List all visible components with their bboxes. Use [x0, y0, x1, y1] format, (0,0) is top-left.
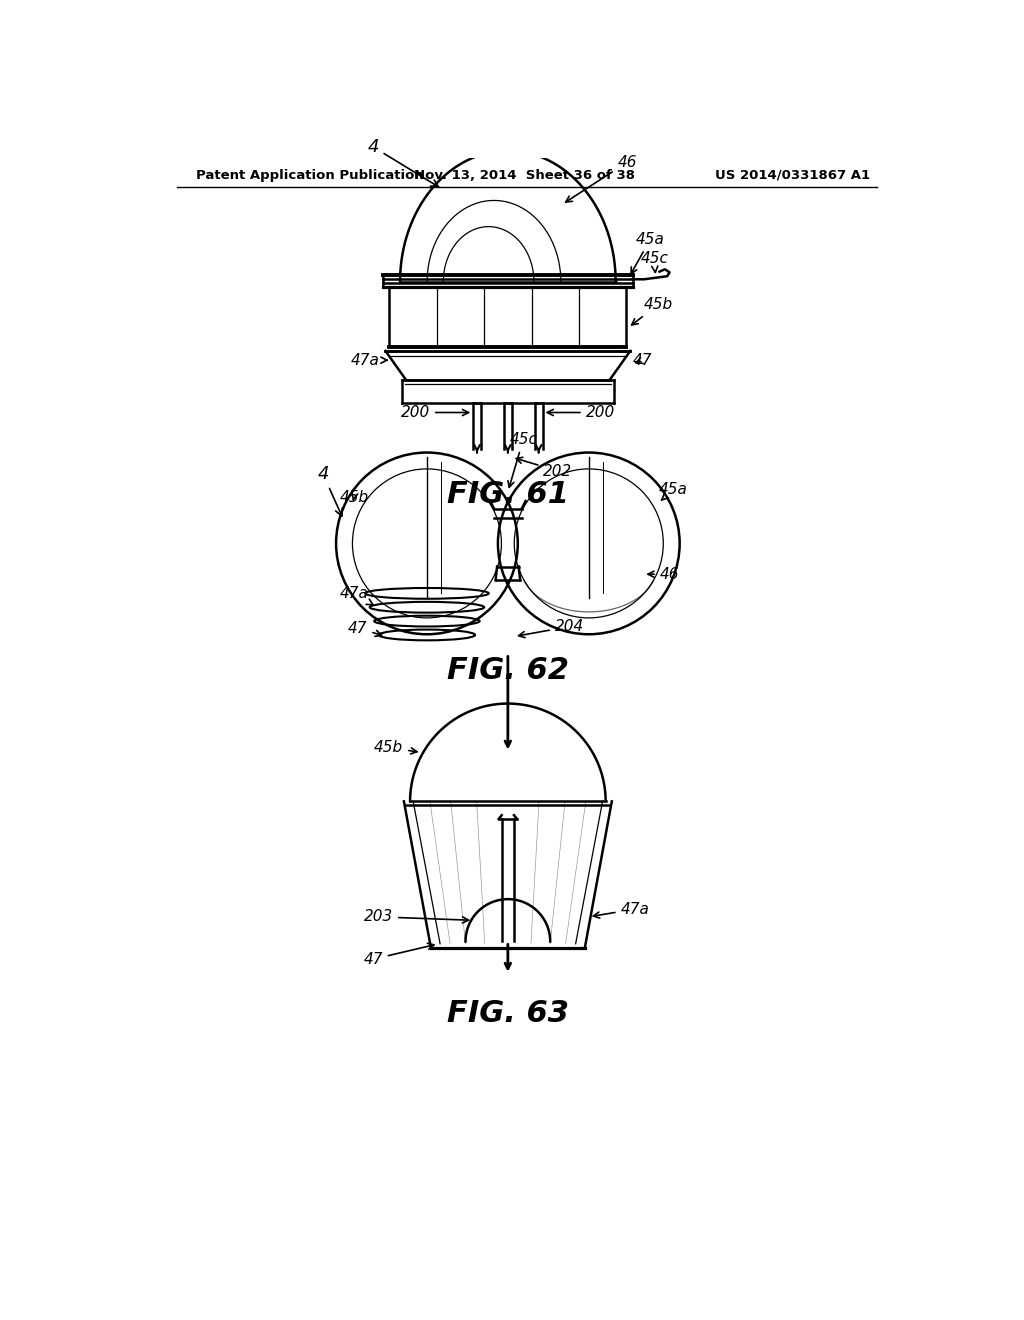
Text: Nov. 13, 2014  Sheet 36 of 38: Nov. 13, 2014 Sheet 36 of 38: [415, 169, 635, 182]
Text: FIG. 63: FIG. 63: [446, 999, 569, 1027]
Text: 46: 46: [565, 154, 637, 202]
Text: 200: 200: [547, 405, 614, 420]
Text: 202: 202: [516, 457, 572, 479]
Text: 45c: 45c: [640, 251, 668, 272]
Text: 45b: 45b: [374, 741, 417, 755]
Text: 4: 4: [317, 465, 342, 516]
Text: 47: 47: [364, 944, 434, 966]
Text: 46: 46: [648, 566, 679, 582]
Text: 45a: 45a: [659, 482, 688, 500]
Text: 45b: 45b: [632, 297, 673, 325]
Text: 45b: 45b: [339, 490, 369, 504]
Text: FIG. 61: FIG. 61: [446, 479, 569, 508]
Text: 200: 200: [400, 405, 469, 420]
Text: 204: 204: [518, 619, 584, 638]
Text: 203: 203: [364, 909, 469, 924]
Text: 47a: 47a: [351, 352, 387, 368]
Text: 47: 47: [348, 620, 382, 636]
Text: 45c: 45c: [508, 432, 538, 487]
Text: 47a: 47a: [339, 586, 374, 606]
Text: US 2014/0331867 A1: US 2014/0331867 A1: [715, 169, 869, 182]
Text: Patent Application Publication: Patent Application Publication: [196, 169, 424, 182]
Text: 47: 47: [633, 352, 652, 368]
Text: FIG. 62: FIG. 62: [446, 656, 569, 685]
Text: 45a: 45a: [631, 232, 665, 273]
Text: 4: 4: [368, 137, 438, 186]
Text: 47a: 47a: [593, 902, 649, 919]
